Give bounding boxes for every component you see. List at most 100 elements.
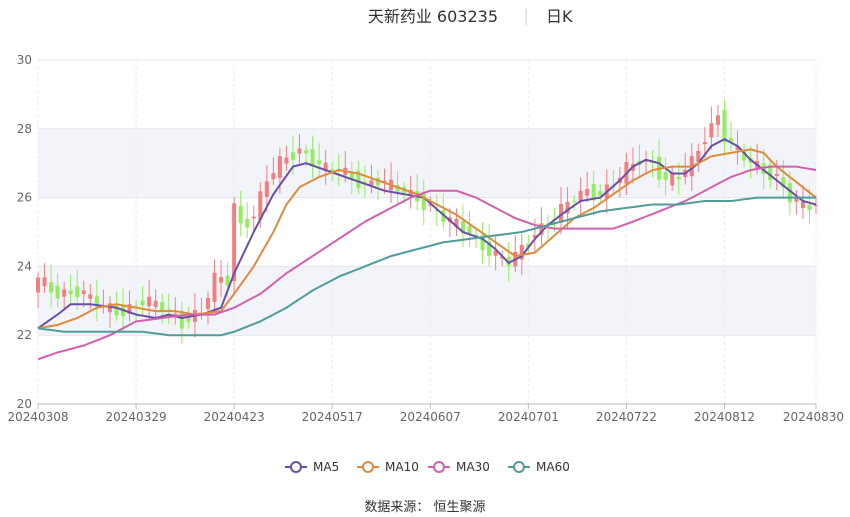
grid-band: [38, 197, 816, 267]
candle: [493, 250, 498, 256]
candle: [160, 302, 165, 312]
legend-item-ma60[interactable]: MA60: [508, 460, 570, 474]
legend-label: MA10: [385, 460, 419, 474]
candle: [330, 169, 335, 172]
candle: [205, 298, 210, 310]
y-tick-label: 26: [17, 191, 32, 205]
candle: [676, 176, 681, 180]
candle: [807, 204, 812, 210]
candle: [55, 285, 60, 299]
x-tick-label: 20240722: [596, 410, 657, 424]
candle: [166, 309, 171, 311]
candle: [434, 210, 439, 212]
x-axis: 20240308 20240329 20240423 20240517 20240607…: [7, 403, 844, 424]
candle: [474, 234, 479, 236]
candle: [526, 243, 531, 248]
grid-band: [38, 335, 816, 404]
candle: [539, 223, 544, 235]
candle: [62, 289, 67, 297]
candle: [81, 290, 86, 295]
candle: [349, 171, 354, 179]
candle: [271, 173, 276, 180]
candle: [323, 162, 328, 172]
legend-item-ma30[interactable]: MA30: [428, 460, 490, 474]
y-tick-label: 22: [17, 328, 32, 342]
grid-band: [38, 266, 816, 336]
candle: [134, 305, 139, 307]
x-tick-label: 20240830: [783, 410, 844, 424]
candle: [147, 296, 152, 307]
y-axis: 20 22 24 26 28 30: [17, 53, 32, 411]
candle: [140, 300, 145, 306]
candle: [127, 304, 132, 314]
candle: [709, 123, 714, 138]
candle: [277, 156, 282, 178]
legend-item-ma5[interactable]: MA5: [285, 460, 339, 474]
plot-background: [38, 60, 816, 404]
data-source: 数据来源： 恒生聚源: [364, 500, 485, 515]
x-tick-label: 20240423: [204, 410, 265, 424]
candle: [238, 205, 243, 224]
candle: [68, 290, 73, 295]
candle: [480, 235, 485, 251]
grid-band: [38, 128, 816, 198]
candle: [173, 313, 178, 316]
candle: [317, 160, 322, 165]
x-tick-label: 20240701: [498, 410, 559, 424]
period-label: 日K: [546, 7, 573, 26]
candle: [735, 146, 740, 150]
y-tick-label: 20: [17, 397, 32, 411]
ma-line-ma10: [37, 148, 817, 330]
candle: [42, 277, 47, 287]
candle: [800, 201, 805, 209]
candle: [75, 286, 80, 298]
x-tick-label: 20240517: [302, 410, 363, 424]
x-tick-label: 20240812: [694, 410, 755, 424]
legend-label: MA30: [456, 460, 490, 474]
legend-item-ma10[interactable]: MA10: [357, 460, 419, 474]
legend-label: MA60: [536, 460, 570, 474]
candle: [186, 318, 191, 322]
candle: [264, 181, 269, 197]
candle: [585, 188, 590, 196]
candle: [297, 148, 302, 154]
candle: [787, 183, 792, 203]
candle: [454, 218, 459, 227]
candle: [506, 256, 511, 267]
candle: [362, 181, 367, 183]
candle: [219, 277, 224, 283]
candle: [304, 150, 309, 154]
candle: [663, 172, 668, 181]
legend[interactable]: MA5 MA10 MA30 MA60: [285, 460, 570, 474]
legend-marker-icon: [513, 461, 525, 473]
candle: [179, 310, 184, 329]
legend-label: MA5: [313, 460, 339, 474]
candle: [715, 115, 720, 126]
candle: [290, 152, 295, 160]
candle: [742, 150, 747, 161]
candle: [467, 226, 472, 235]
candle: [578, 190, 583, 201]
chart-title: 天新药业 603235: [368, 7, 498, 26]
candle: [258, 191, 263, 221]
candle: [519, 245, 524, 260]
x-tick-label: 20240329: [106, 410, 167, 424]
candle: [421, 191, 426, 210]
candle: [774, 173, 779, 176]
candle: [572, 201, 577, 203]
candle: [153, 300, 158, 307]
candle: [559, 203, 564, 223]
candle: [232, 203, 237, 282]
candle: [591, 184, 596, 201]
candle: [460, 221, 465, 234]
x-tick-label: 20240308: [7, 410, 68, 424]
candle: [565, 201, 570, 214]
candle: [768, 164, 773, 181]
candle: [702, 142, 707, 145]
candle: [94, 296, 99, 307]
candle: [284, 157, 289, 164]
ma-line-ma5: [37, 138, 817, 330]
candle: [114, 304, 119, 316]
candle: [49, 282, 54, 293]
